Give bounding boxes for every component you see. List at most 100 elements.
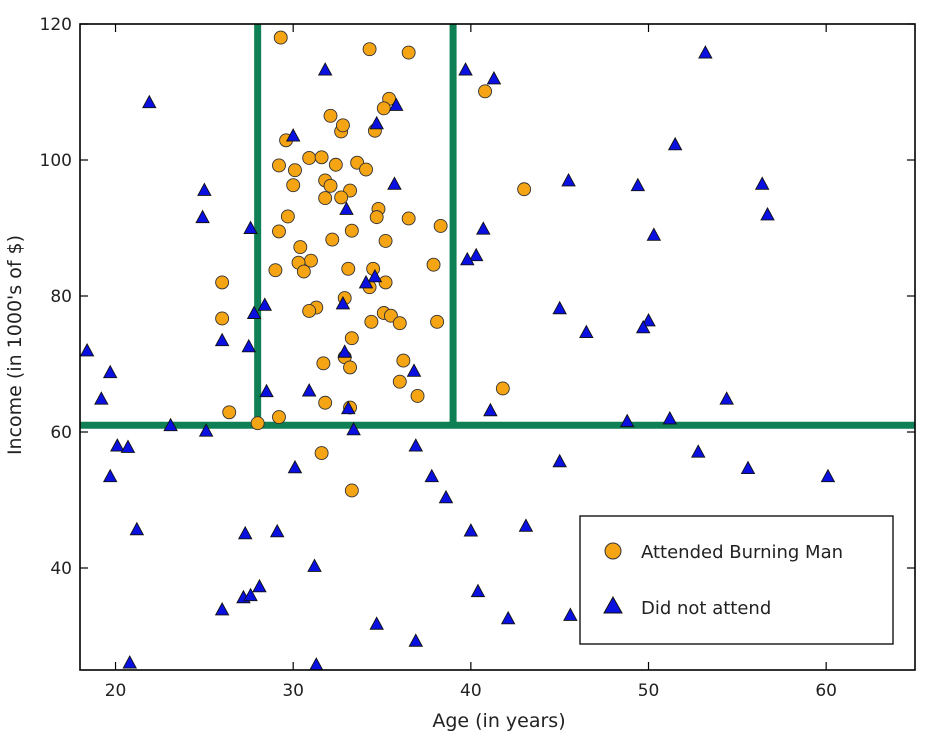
x-tick-label: 30 (282, 681, 304, 701)
point-not-attended (102, 364, 118, 379)
point-not-attended (252, 578, 267, 593)
point-not-attended (369, 115, 384, 130)
point-not-attended (163, 417, 178, 432)
point-not-attended (760, 206, 775, 221)
point-not-attended (754, 176, 770, 190)
point-attended (272, 224, 286, 239)
legend-triangle-marker (603, 595, 623, 614)
point-not-attended (142, 94, 157, 109)
y-axis: 40 60 80 100 120 (40, 15, 915, 579)
point-attended (341, 261, 356, 276)
point-not-attended (552, 300, 567, 315)
point-not-attended (408, 438, 424, 452)
point-attended (328, 157, 343, 172)
point-attended (318, 191, 333, 206)
point-attended (344, 331, 359, 346)
point-attended (302, 304, 317, 318)
point-attended (273, 30, 288, 45)
point-attended (401, 45, 416, 60)
point-not-attended (94, 391, 109, 405)
point-attended (215, 275, 230, 290)
point-not-attended (102, 468, 118, 483)
y-tick-label: 100 (40, 151, 72, 171)
point-attended (323, 108, 338, 123)
point-not-attended (246, 305, 262, 319)
point-not-attended (646, 227, 662, 241)
legend: Attended Burning Man Did not attend (579, 515, 894, 645)
point-not-attended (120, 439, 136, 453)
point-not-attended (243, 587, 258, 602)
point-attended (325, 232, 340, 247)
point-not-attended (301, 383, 317, 397)
point-not-attended (285, 128, 301, 142)
point-not-attended (287, 459, 303, 474)
y-tick-label: 80 (50, 287, 72, 307)
point-not-attended (667, 136, 683, 151)
data-points (79, 30, 836, 671)
point-not-attended (518, 518, 534, 532)
point-attended (392, 374, 407, 389)
point-not-attended (243, 220, 258, 234)
point-not-attended (387, 176, 402, 190)
point-not-attended (241, 338, 257, 353)
point-not-attended (619, 413, 635, 428)
point-attended (433, 219, 448, 233)
point-attended (495, 381, 510, 396)
point-not-attended (388, 97, 404, 111)
point-not-attended (307, 558, 322, 572)
legend-label-not-attended: Did not attend (641, 598, 771, 619)
point-attended (250, 416, 265, 431)
point-attended (359, 162, 373, 177)
point-attended (369, 210, 384, 225)
plot-frame (79, 23, 916, 671)
y-axis-label: Income (in 1000's of $) (4, 235, 26, 455)
point-not-attended (309, 657, 324, 671)
point-attended (478, 84, 493, 99)
point-not-attended (367, 268, 383, 283)
point-not-attended (561, 172, 576, 187)
point-not-attended (463, 523, 479, 537)
point-attended (378, 233, 393, 248)
x-tick-label: 50 (638, 681, 660, 701)
legend-box (579, 515, 894, 645)
y-tick-label: 60 (50, 423, 72, 443)
point-not-attended (460, 251, 475, 266)
point-attended (396, 353, 411, 368)
point-not-attended (335, 296, 351, 310)
point-not-attended (214, 332, 230, 347)
point-attended (344, 483, 359, 498)
point-attended (410, 389, 425, 403)
point-attended (430, 314, 445, 329)
point-not-attended (820, 468, 836, 483)
point-not-attended (486, 70, 502, 85)
point-not-attended (424, 468, 440, 483)
point-attended (280, 209, 295, 224)
point-not-attended (195, 209, 210, 224)
point-attended (296, 264, 311, 279)
point-not-attended (198, 423, 214, 437)
point-not-attended (259, 383, 274, 398)
point-not-attended (641, 313, 656, 327)
point-not-attended (237, 525, 253, 540)
point-attended (344, 223, 359, 238)
point-not-attended (257, 297, 273, 311)
point-attended (335, 118, 350, 133)
point-attended (316, 356, 331, 371)
point-not-attended (698, 45, 713, 59)
point-attended (364, 314, 379, 329)
point-attended (334, 190, 349, 205)
x-axis: 20 30 40 50 60 (105, 24, 837, 701)
point-not-attended (337, 344, 352, 358)
decision-lines (80, 24, 915, 429)
point-not-attended (129, 521, 145, 536)
point-not-attended (369, 616, 384, 630)
point-not-attended (552, 453, 567, 468)
point-attended (378, 275, 393, 290)
point-attended (215, 311, 230, 326)
point-not-attended (438, 489, 454, 504)
point-attended (268, 263, 283, 278)
point-not-attended (579, 324, 594, 338)
point-attended (314, 446, 329, 461)
point-not-attended (483, 402, 498, 417)
point-attended (401, 211, 416, 226)
